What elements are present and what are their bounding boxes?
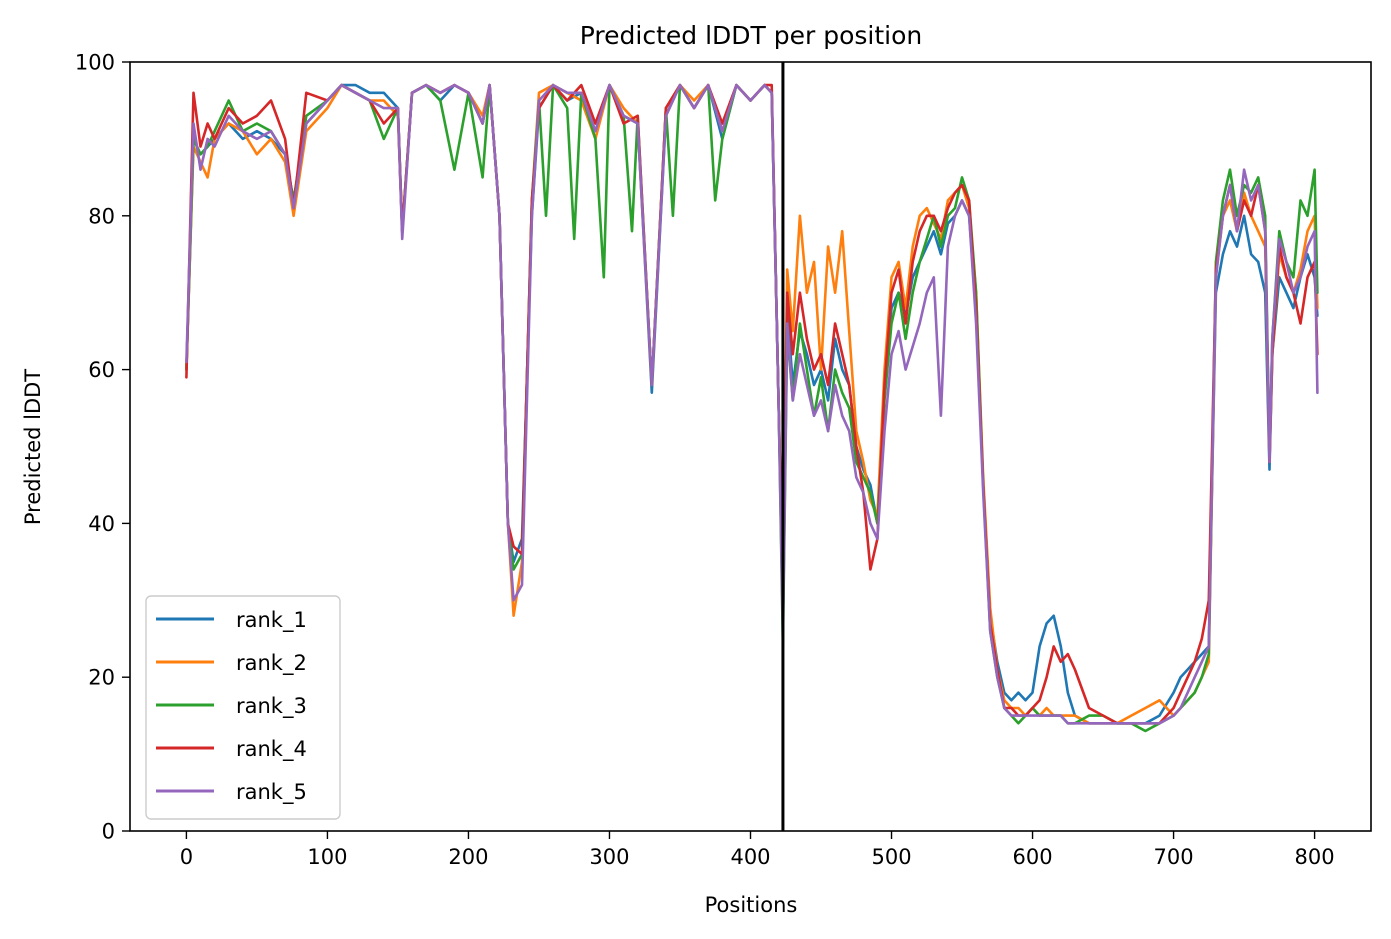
y-tick-label: 0 <box>102 820 115 844</box>
x-tick-label: 400 <box>730 845 770 869</box>
legend-label: rank_5 <box>236 780 307 805</box>
y-tick-label: 80 <box>88 204 115 228</box>
x-tick-label: 500 <box>871 845 911 869</box>
x-axis-ticks: 0 100 200 300 400 500 600 700 800 <box>180 831 1335 869</box>
x-tick-label: 100 <box>307 845 347 869</box>
legend-label: rank_4 <box>236 737 307 762</box>
legend: rank_1 rank_2 rank_3 rank_4 rank_5 <box>145 595 341 820</box>
y-axis-ticks: 0 20 40 60 80 100 <box>75 51 130 844</box>
y-axis-title: Predicted lDDT <box>21 369 45 525</box>
x-tick-label: 800 <box>1295 845 1335 869</box>
legend-label: rank_2 <box>236 651 307 676</box>
legend-label: rank_1 <box>236 608 307 633</box>
y-tick-label: 20 <box>88 666 115 690</box>
y-tick-label: 100 <box>75 51 115 75</box>
x-tick-label: 600 <box>1012 845 1052 869</box>
series-line-rank-5 <box>185 83 1319 725</box>
series-layer <box>185 83 1319 733</box>
legend-label: rank_3 <box>236 694 307 719</box>
x-tick-label: 300 <box>589 845 629 869</box>
chart-title: Predicted lDDT per position <box>580 21 922 50</box>
y-tick-label: 40 <box>88 512 115 536</box>
legend-frame <box>145 595 341 820</box>
x-tick-label: 700 <box>1154 845 1194 869</box>
x-axis-title: Positions <box>705 893 798 917</box>
x-tick-label: 200 <box>448 845 488 869</box>
x-tick-label: 0 <box>180 845 193 869</box>
y-tick-label: 60 <box>88 358 115 382</box>
